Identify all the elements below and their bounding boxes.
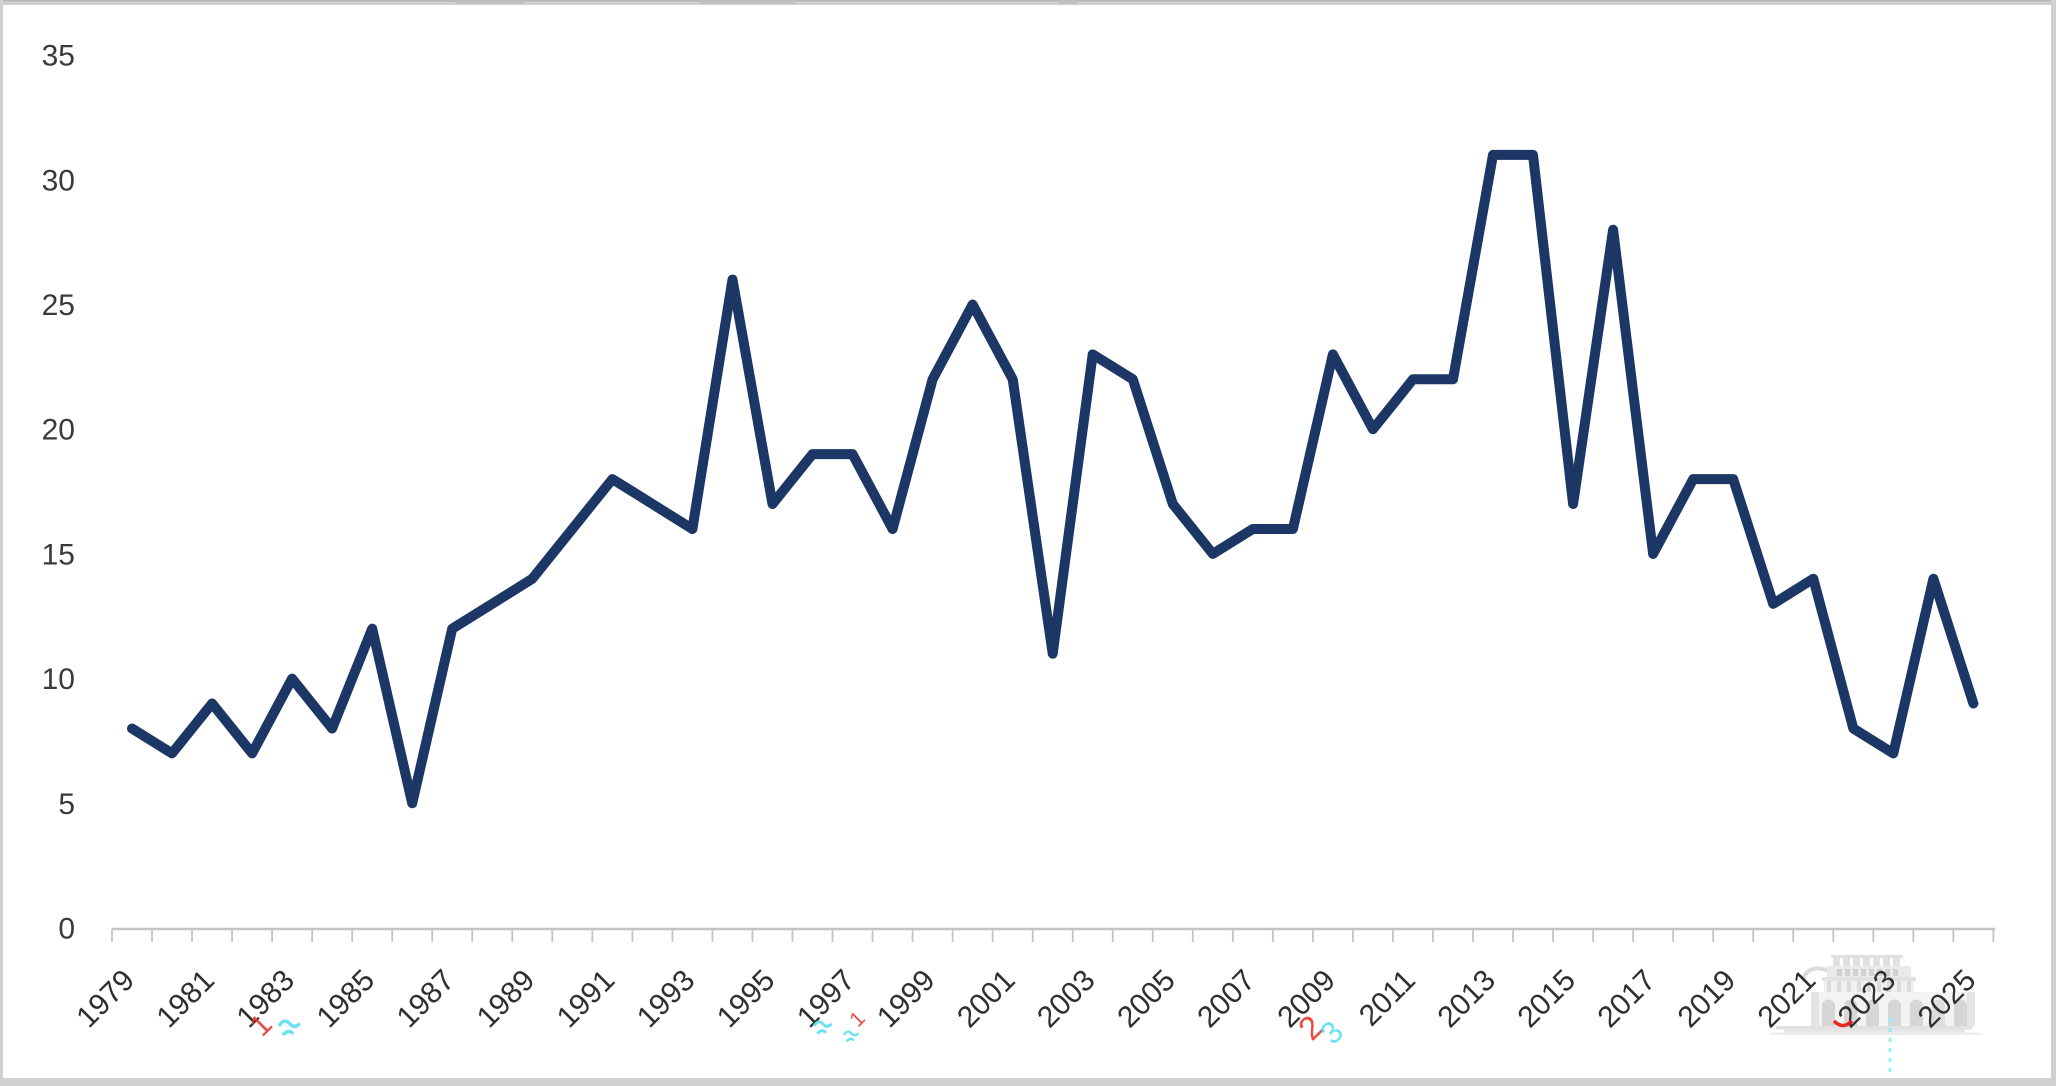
y-axis-label: 25 xyxy=(42,289,75,322)
capitol-building-watermark xyxy=(1770,955,1981,1035)
y-axis-label: 10 xyxy=(42,663,75,696)
ghost-squiggle-artifact xyxy=(277,1019,301,1037)
y-axis-labels: 0 5 10 15 20 25 30 35 xyxy=(42,40,75,946)
y-axis-label: 15 xyxy=(42,538,75,571)
y-axis-label: 5 xyxy=(58,788,75,821)
ghost-squiggle-artifact xyxy=(812,1020,833,1035)
ghost-arc-artifact xyxy=(1832,1019,1854,1028)
y-axis-label: 35 xyxy=(42,40,75,73)
y-axis-label: 30 xyxy=(42,164,75,197)
x-axis xyxy=(111,927,1996,942)
data-series xyxy=(127,149,1979,809)
y-axis-label: 20 xyxy=(42,414,75,447)
y-axis-label: 0 xyxy=(58,913,75,946)
data-series-line xyxy=(127,149,1979,809)
ghost-squiggle-artifact xyxy=(842,1030,860,1043)
